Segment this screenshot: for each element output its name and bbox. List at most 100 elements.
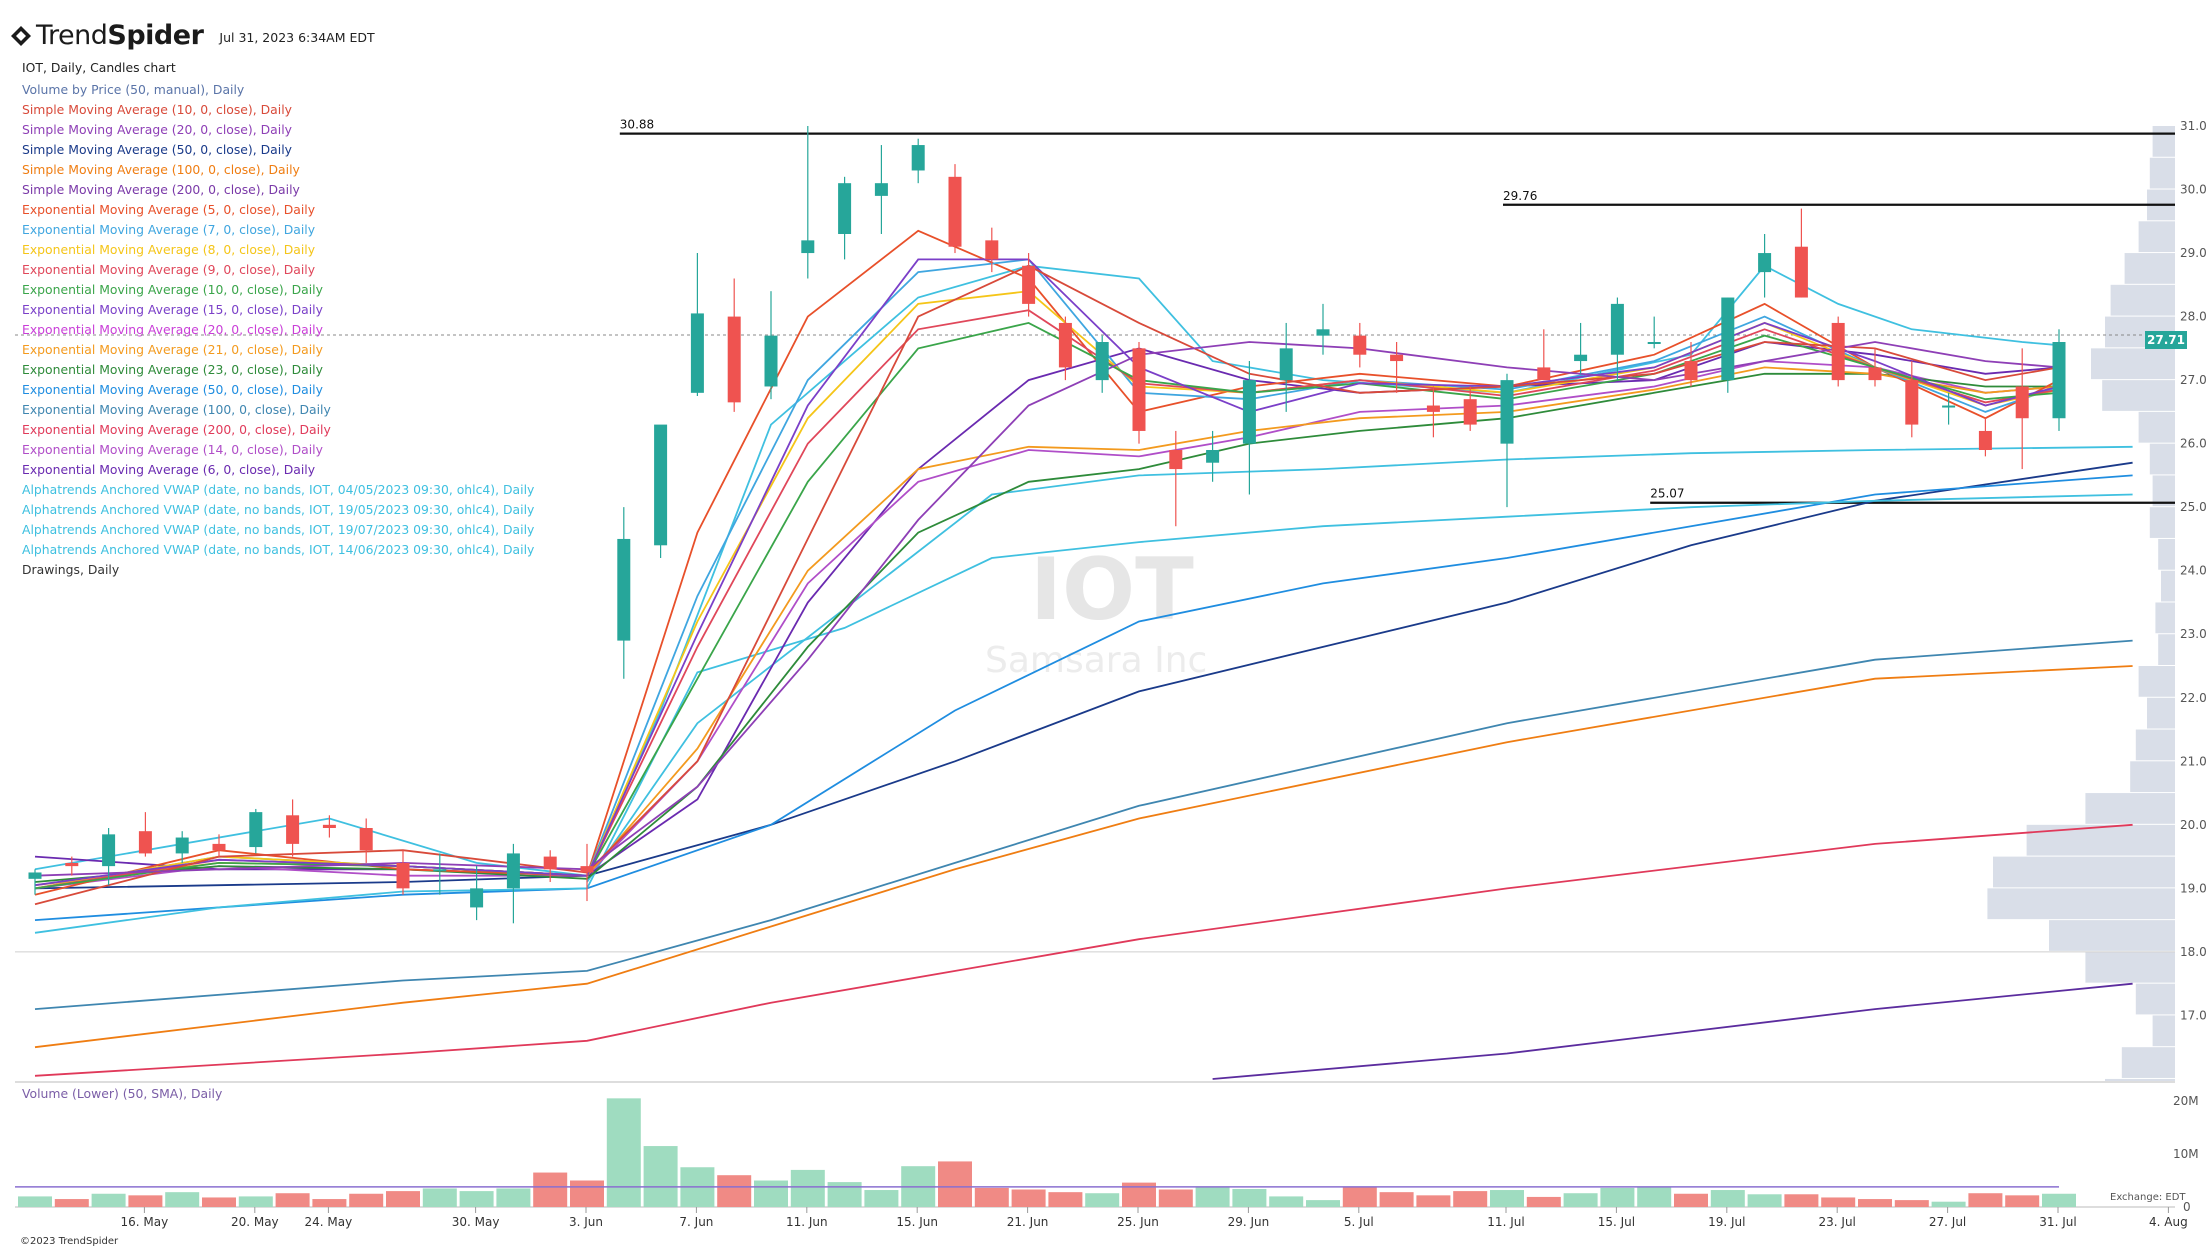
volume-legend: Volume (Lower) (50, SMA), Daily: [22, 1086, 223, 1101]
volume-bar: [2042, 1193, 2076, 1207]
legend-item[interactable]: Exponential Moving Average (50, 0, close…: [22, 382, 323, 397]
legend-item[interactable]: Alphatrends Anchored VWAP (date, no band…: [22, 542, 535, 557]
volume-profile-bar: [2158, 634, 2175, 666]
legend-item[interactable]: Exponential Moving Average (20, 0, close…: [22, 322, 323, 337]
indicator-line: [34, 258, 2060, 890]
volume-bar: [754, 1180, 788, 1207]
volume-bar: [422, 1188, 457, 1207]
legend-item[interactable]: Exponential Moving Average (8, 0, close)…: [22, 242, 316, 257]
legend-item[interactable]: Alphatrends Anchored VWAP (date, no band…: [22, 522, 535, 537]
legend-item[interactable]: Simple Moving Average (200, 0, close), D…: [22, 182, 300, 197]
candle-body: [1721, 297, 1735, 381]
current-price-tag: 27.71: [2145, 331, 2187, 349]
legend-item[interactable]: Exponential Moving Average (100, 0, clos…: [22, 402, 331, 417]
legend-item[interactable]: Exponential Moving Average (6, 0, close)…: [22, 462, 316, 477]
legend-item[interactable]: Volume by Price (50, manual), Daily: [22, 82, 245, 97]
candle-body: [580, 866, 594, 873]
candle-body: [1169, 450, 1183, 470]
legend-item[interactable]: Exponential Moving Average (14, 0, close…: [22, 442, 323, 457]
indicator-line: [34, 264, 2060, 877]
volume-bar: [1342, 1186, 1377, 1207]
indicator-line: [34, 264, 2060, 906]
volume-bar: [1858, 1199, 1892, 1207]
legend-item[interactable]: Exponential Moving Average (23, 0, close…: [22, 362, 323, 377]
indicator-line: [34, 639, 2133, 1010]
volume-profile-bar: [2026, 824, 2175, 856]
volume-bar: [827, 1182, 862, 1207]
candle-body: [1095, 342, 1109, 381]
volume-bar: [1784, 1194, 1819, 1207]
volume-bar: [1306, 1200, 1340, 1207]
legend-item[interactable]: Exponential Moving Average (15, 0, close…: [22, 302, 323, 317]
candle-body: [1574, 354, 1588, 362]
copyright-footer: ©2023 TrendSpider: [20, 1236, 119, 1247]
legend-item[interactable]: Simple Moving Average (50, 0, close), Da…: [22, 142, 292, 157]
volume-bar: [1048, 1192, 1083, 1207]
volume-bar: [606, 1098, 641, 1207]
candle-body: [801, 240, 815, 254]
volume-bar: [1490, 1190, 1524, 1207]
legend-item[interactable]: Exponential Moving Average (21, 0, close…: [22, 342, 323, 357]
candle-body: [1978, 430, 1992, 451]
volume-bar: [496, 1188, 531, 1207]
candle-body: [359, 828, 373, 851]
legend-item[interactable]: Drawings, Daily: [22, 562, 120, 577]
volume-profile-bar: [2121, 1047, 2175, 1078]
candle-body: [1279, 348, 1293, 381]
volume-bar: [643, 1146, 678, 1207]
y-tick-label: 29.00: [2180, 246, 2207, 260]
candle-body: [1206, 450, 1220, 463]
legend-item[interactable]: Simple Moving Average (20, 0, close), Da…: [22, 122, 292, 137]
volume-bar: [1011, 1189, 1046, 1207]
legend-item[interactable]: Exponential Moving Average (10, 0, close…: [22, 282, 323, 297]
candle-body: [249, 812, 263, 848]
legend-item[interactable]: Exponential Moving Average (5, 0, close)…: [22, 202, 316, 217]
volume-bar: [275, 1193, 310, 1207]
candle-body: [948, 176, 962, 247]
x-tick-label: 25. Jun: [1117, 1215, 1159, 1229]
legend-item[interactable]: Exponential Moving Average (7, 0, close)…: [22, 222, 316, 237]
volume-bar: [1710, 1190, 1745, 1207]
candle-body: [1022, 265, 1036, 304]
volume-bar: [1453, 1191, 1488, 1207]
legend-item[interactable]: Alphatrends Anchored VWAP (date, no band…: [22, 482, 535, 497]
legend-item[interactable]: Simple Moving Average (100, 0, close), D…: [22, 162, 300, 177]
y-tick-label: 25.00: [2180, 500, 2207, 514]
legend-item[interactable]: Exponential Moving Average (9, 0, close)…: [22, 262, 316, 277]
exchange-label: Exchange: EDT: [2110, 1192, 2186, 1203]
legend-item[interactable]: Simple Moving Average (10, 0, close), Da…: [22, 102, 292, 117]
volume-bar: [238, 1196, 273, 1207]
volume-bar: [1968, 1193, 2003, 1207]
chart-datetime: Jul 31, 2023 6:34AM EDT: [219, 30, 375, 45]
volume-tick-label: 10M: [2173, 1147, 2199, 1161]
y-tick-label: 21.00: [2180, 754, 2207, 768]
x-tick-label: 4. Aug: [2149, 1215, 2188, 1229]
volume-profile-bar: [2085, 951, 2175, 983]
volume-profile-bar: [2158, 538, 2175, 570]
indicator-line: [34, 341, 2060, 877]
x-tick-label: 5. Jul: [1344, 1215, 1374, 1229]
legend-item[interactable]: Exponential Moving Average (200, 0, clos…: [22, 422, 331, 437]
candle-body: [874, 183, 888, 196]
legend-item[interactable]: Alphatrends Anchored VWAP (date, no band…: [22, 502, 535, 517]
volume-bar: [202, 1197, 236, 1207]
volume-profile-bar: [2149, 443, 2175, 475]
volume-bar: [1416, 1195, 1451, 1207]
volume-profile-bar: [2152, 475, 2175, 507]
x-tick-label: 24. May: [305, 1215, 353, 1229]
candle-body: [322, 824, 336, 829]
volume-tick-label: 20M: [2173, 1094, 2199, 1108]
candle-body: [1647, 342, 1661, 345]
volume-bar: [1085, 1193, 1120, 1207]
volume-bar: [1158, 1189, 1193, 1207]
volume-bar: [1931, 1201, 1966, 1207]
y-tick-label: 20.00: [2180, 818, 2207, 832]
chart-title: IOT, Daily, Candles chart: [22, 60, 176, 75]
candle-body: [506, 853, 520, 889]
candle-body: [911, 145, 925, 171]
volume-profile-bar: [2149, 157, 2175, 189]
volume-profile-bar: [2147, 697, 2175, 729]
volume-bar: [165, 1192, 200, 1207]
volume-bar: [570, 1180, 604, 1207]
